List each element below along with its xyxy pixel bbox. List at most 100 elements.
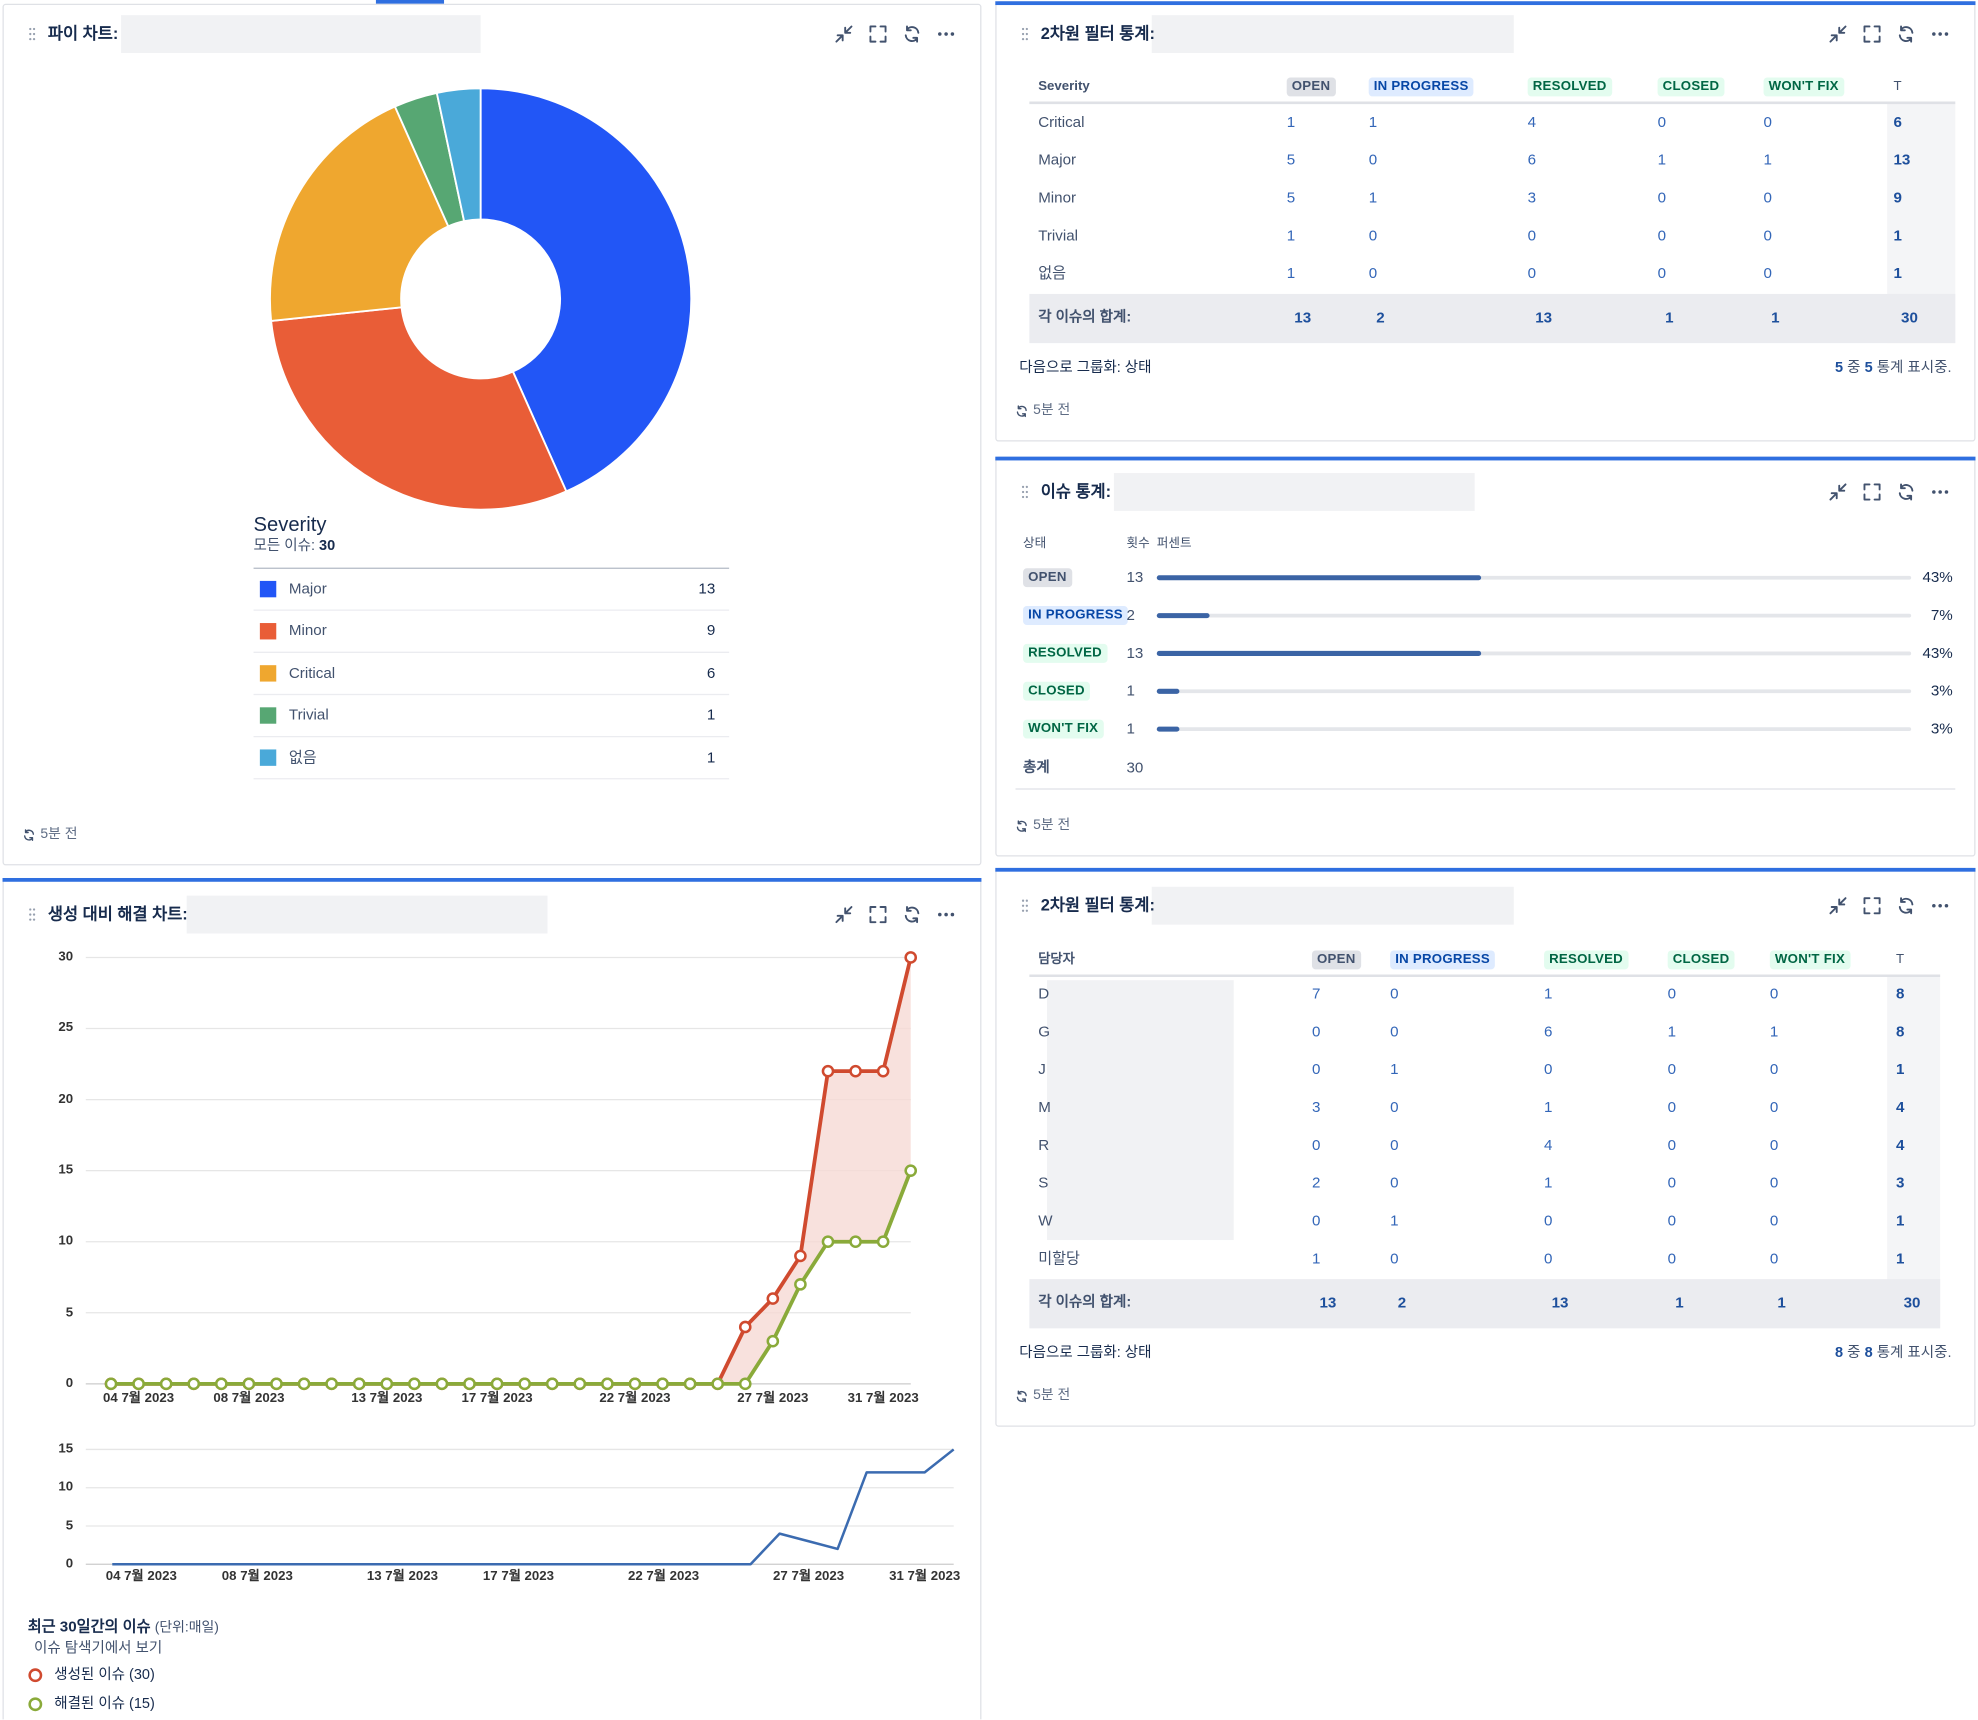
drag-handle-dot: [32, 913, 36, 916]
cell-value: 1: [1311, 1249, 1321, 1268]
row-total: 4: [1896, 1098, 1905, 1116]
cell-value: 1: [1763, 150, 1772, 169]
status-count: 2: [1126, 606, 1135, 624]
icon-min[interactable]: [1829, 897, 1847, 915]
drag-handle-dot: [32, 37, 36, 41]
icon-refresh[interactable]: [1898, 897, 1914, 915]
series-marker: [904, 1164, 918, 1177]
status-lozenge: IN PROGRESS: [1023, 606, 1128, 626]
icon-refresh[interactable]: [904, 25, 920, 43]
line-chart: [85, 951, 918, 1391]
series-marker: [270, 1377, 283, 1391]
series-marker: [352, 1377, 366, 1391]
totals-value: 1: [1675, 1293, 1684, 1312]
gadget-title: 생성 대비 해결 차트:: [47, 904, 188, 924]
icon-dot: [950, 32, 955, 36]
percent-track: [1156, 689, 1912, 694]
total-label: 모든 이슈:: [253, 538, 316, 554]
icon-refresh[interactable]: [1898, 483, 1914, 501]
line-chart: [85, 1448, 955, 1566]
row-total: 4: [1896, 1135, 1905, 1154]
column-header: T: [1896, 951, 1905, 967]
icon-full[interactable]: [1863, 897, 1881, 915]
series-marker: [794, 1278, 807, 1291]
series-marker: [794, 1249, 807, 1263]
cell-value: 0: [1544, 1211, 1553, 1230]
row-label: Critical: [1038, 112, 1085, 131]
series-marker: [766, 1292, 780, 1305]
drag-handle-dot: [1025, 495, 1028, 499]
gadget-title: 이슈 통계:: [1040, 481, 1112, 501]
icon-refresh[interactable]: [1898, 25, 1914, 43]
column-header: T: [1893, 78, 1902, 94]
row-label: Trivial: [1038, 226, 1079, 245]
series-marker: [380, 1377, 394, 1391]
row-label: D: [1038, 984, 1050, 1003]
icon-more[interactable]: [1932, 32, 1949, 36]
series-marker: [518, 1377, 531, 1391]
icon-more[interactable]: [938, 32, 955, 36]
x-tick-label: 22 7월 2023: [627, 1568, 700, 1584]
icon-min[interactable]: [835, 906, 853, 924]
shown-count: 5 중 5 통계 표시중.: [1835, 359, 1951, 377]
icon-path: [1016, 820, 1027, 833]
cell-value: 3: [1527, 188, 1537, 207]
title-placeholder: [1151, 886, 1514, 925]
icon-path: [904, 906, 920, 924]
drag-handle-dot: [1021, 904, 1025, 907]
icon-full[interactable]: [1863, 483, 1881, 501]
icon-full[interactable]: [869, 25, 887, 43]
totals-value: 1: [1777, 1293, 1786, 1312]
series-marker: [297, 1377, 311, 1391]
cell-value: 0: [1527, 226, 1537, 245]
cell-value: 0: [1667, 1211, 1677, 1230]
status-count: 1: [1126, 719, 1135, 738]
pie-slice: [479, 87, 693, 493]
icon-full[interactable]: [1863, 25, 1881, 43]
cell-value: 1: [1544, 1173, 1553, 1192]
icon-more[interactable]: [1932, 903, 1949, 908]
totals-value: 13: [1294, 308, 1312, 327]
icon-dot: [944, 32, 948, 36]
legend-value: 6: [706, 663, 716, 682]
status-lozenge: OPEN: [1311, 950, 1361, 970]
group-by: 다음으로 그룹화: 상태: [1019, 1345, 1152, 1361]
shown-number: 8: [1864, 1345, 1873, 1361]
drag-handle-dot: [29, 37, 32, 41]
icon-more[interactable]: [1932, 490, 1949, 494]
icon-dot: [944, 912, 948, 917]
percent-label: 7%: [1930, 606, 1953, 624]
cell-value: 0: [1769, 1135, 1779, 1154]
icon-dot: [1932, 903, 1936, 908]
status-lozenge: RESOLVED: [1023, 643, 1108, 663]
explorer-link[interactable]: 이슈 탐색기에서 보기: [34, 1640, 163, 1657]
icon-full[interactable]: [869, 906, 887, 924]
cell-value: 1: [1368, 112, 1378, 131]
icon-min[interactable]: [1829, 25, 1847, 43]
series-marker: [463, 1377, 476, 1391]
icon-refresh[interactable]: [904, 906, 920, 924]
icon-min[interactable]: [835, 25, 853, 43]
title-placeholder: [1151, 15, 1514, 53]
totals-value: 13: [1551, 1293, 1569, 1312]
cell-value: 1: [1368, 188, 1378, 207]
x-tick-label: 31 7월 2023: [889, 1568, 961, 1584]
icon-more[interactable]: [938, 912, 955, 917]
row-label: Minor: [1038, 188, 1077, 207]
shown-text: 중: [1847, 360, 1861, 376]
status-lozenge: IN PROGRESS: [1390, 950, 1496, 970]
cell-value: 0: [1763, 226, 1772, 245]
icon-min[interactable]: [1829, 483, 1847, 501]
updated-time: 5분 전: [1033, 402, 1071, 418]
icon-path: [23, 829, 35, 841]
legend-swatch: [259, 580, 277, 598]
cell-value: 0: [1769, 984, 1779, 1003]
shown-text: 통계 표시중.: [1876, 360, 1952, 376]
y-tick-label: 25: [58, 1020, 74, 1036]
totals-value: 1: [1771, 308, 1780, 327]
drag-handle-dot: [29, 908, 32, 911]
redaction: [1047, 980, 1234, 1241]
series-marker: [711, 1377, 724, 1391]
icon-dot: [1938, 490, 1942, 494]
